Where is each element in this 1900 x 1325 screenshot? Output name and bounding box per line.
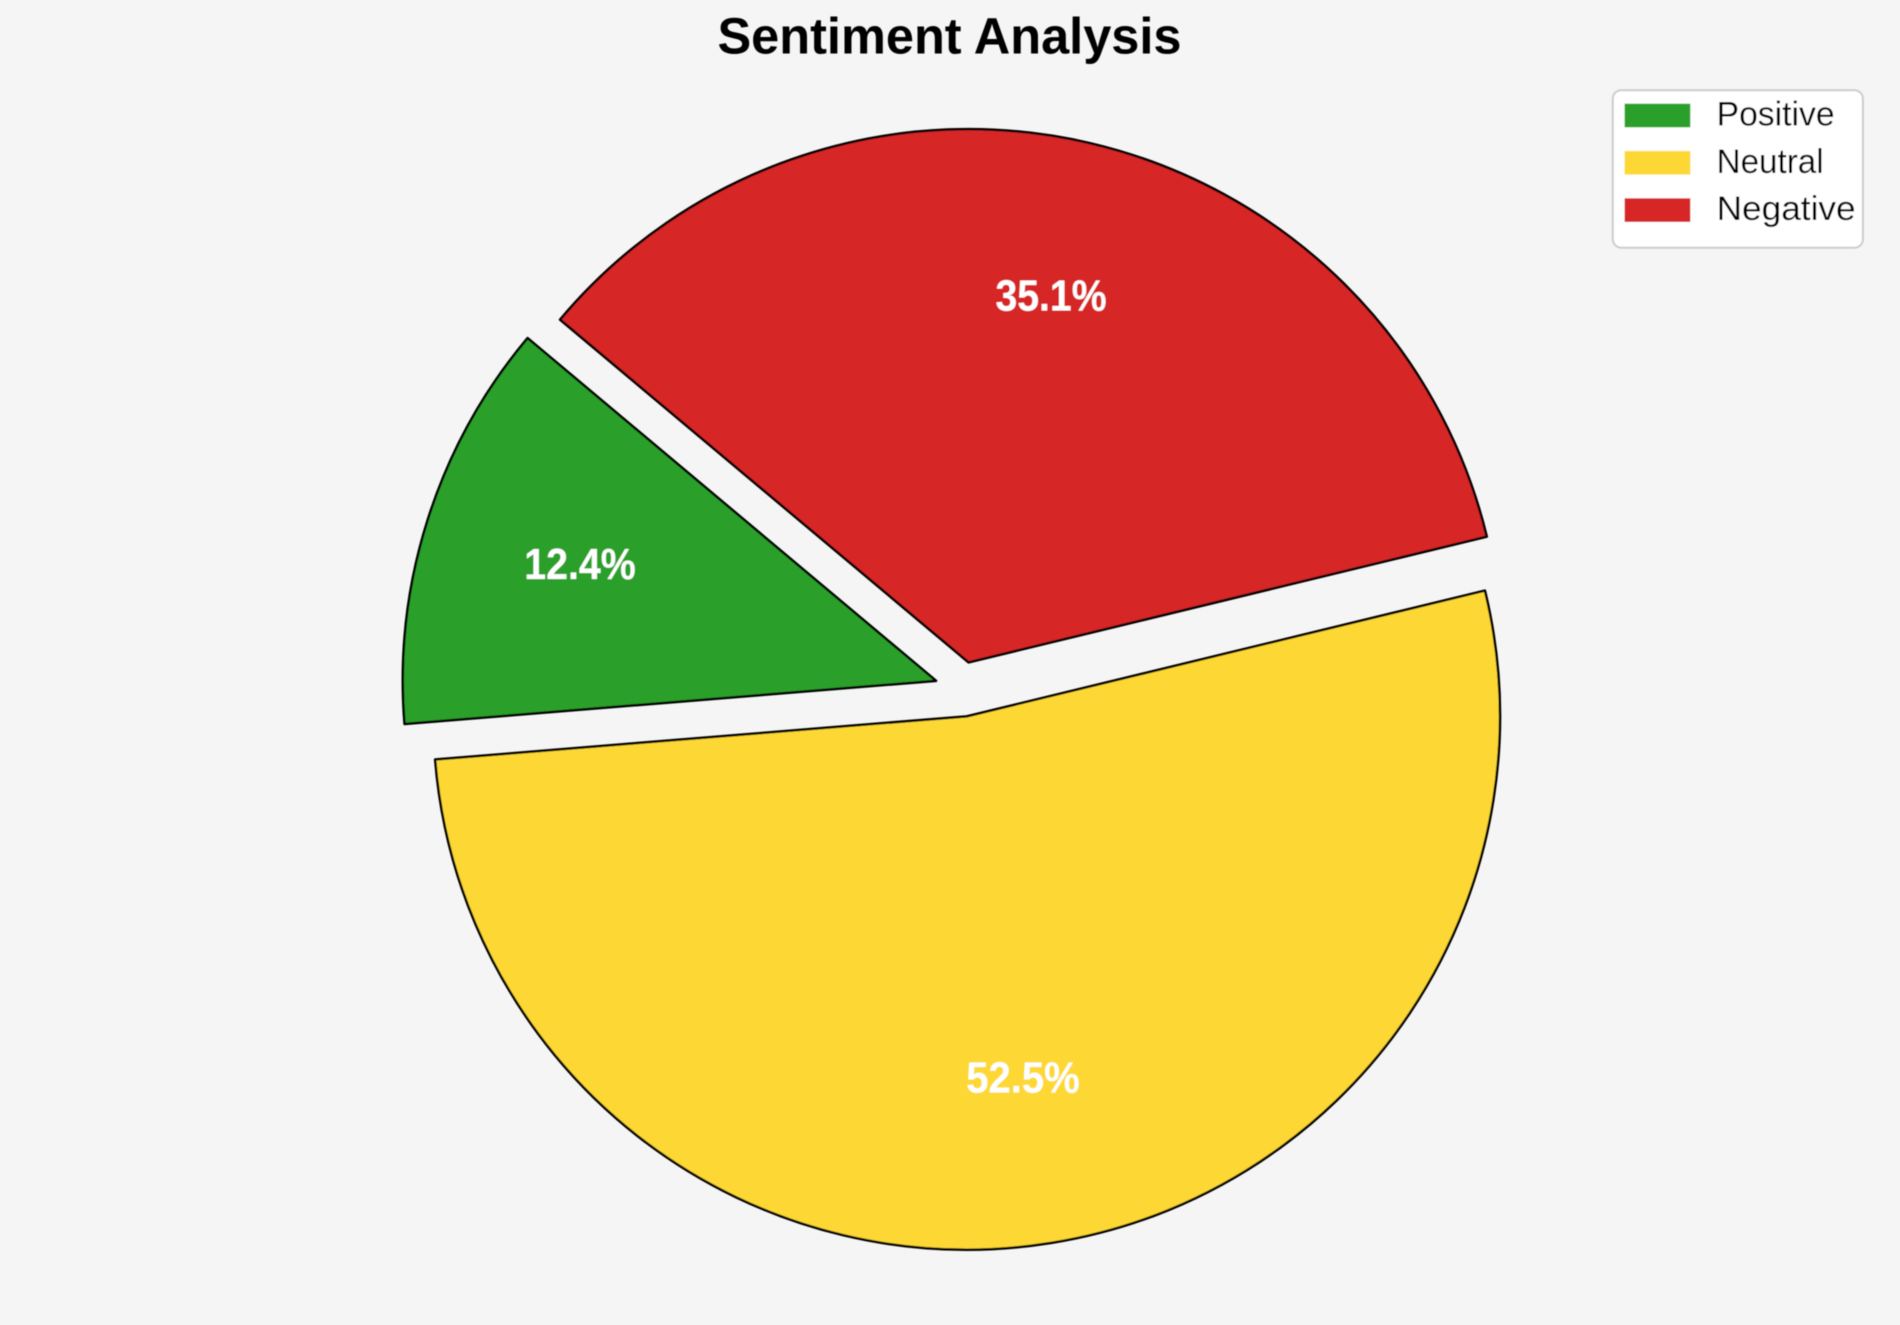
svg-text:35.1%: 35.1% <box>996 271 1107 320</box>
svg-text:52.5%: 52.5% <box>966 1054 1080 1103</box>
svg-text:Sentiment Analysis: Sentiment Analysis <box>718 8 1182 65</box>
svg-text:Neutral: Neutral <box>1717 143 1824 181</box>
svg-text:12.4%: 12.4% <box>524 540 636 589</box>
svg-text:Negative: Negative <box>1717 190 1856 228</box>
svg-text:Positive: Positive <box>1717 96 1835 134</box>
